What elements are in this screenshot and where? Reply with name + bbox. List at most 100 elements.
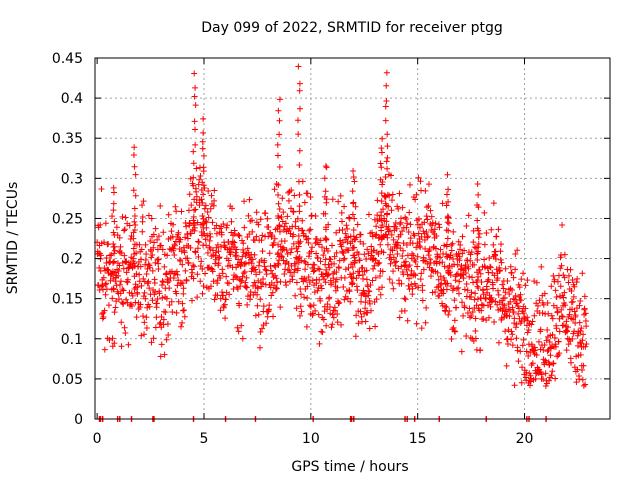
data-point xyxy=(288,262,295,269)
data-point xyxy=(513,335,520,342)
data-point xyxy=(568,288,575,295)
data-point xyxy=(429,219,436,226)
data-point xyxy=(537,346,544,353)
data-point xyxy=(315,241,322,248)
data-point xyxy=(491,319,498,326)
data-point xyxy=(439,259,446,266)
data-point xyxy=(198,196,205,203)
data-point xyxy=(111,243,118,250)
data-point xyxy=(341,274,348,281)
data-point xyxy=(308,303,315,310)
data-point xyxy=(168,228,175,235)
data-point xyxy=(477,347,484,354)
data-point xyxy=(126,222,133,229)
data-point xyxy=(321,175,328,182)
data-point xyxy=(253,209,260,216)
data-point xyxy=(425,202,432,209)
data-point xyxy=(356,257,363,264)
data-point xyxy=(415,284,422,291)
data-point xyxy=(231,239,238,246)
data-point xyxy=(192,249,199,256)
data-point xyxy=(295,178,302,185)
data-point xyxy=(432,220,439,227)
data-point xyxy=(446,307,453,314)
data-point xyxy=(428,273,435,280)
data-point xyxy=(329,321,336,328)
data-point xyxy=(314,254,321,261)
data-point xyxy=(131,218,138,225)
data-point xyxy=(103,255,110,262)
data-point xyxy=(549,368,556,375)
data-point xyxy=(317,258,324,265)
data-point xyxy=(131,226,138,233)
data-point xyxy=(183,277,190,284)
data-point xyxy=(546,338,553,345)
data-point xyxy=(350,174,357,181)
data-point xyxy=(349,280,356,287)
data-point xyxy=(416,238,423,245)
data-point xyxy=(360,240,367,247)
data-point xyxy=(156,290,163,297)
data-point xyxy=(123,269,130,276)
data-point xyxy=(245,212,252,219)
data-point xyxy=(413,191,420,198)
data-point xyxy=(518,297,525,304)
data-point xyxy=(388,172,395,179)
data-point xyxy=(202,236,209,243)
data-point xyxy=(157,203,164,210)
data-point xyxy=(159,278,166,285)
data-point xyxy=(384,191,391,198)
data-point xyxy=(304,261,311,268)
data-point xyxy=(540,376,547,383)
data-point xyxy=(274,260,281,267)
data-point xyxy=(377,160,384,167)
data-point xyxy=(397,231,404,238)
data-point xyxy=(433,260,440,267)
data-point xyxy=(180,290,187,297)
data-point xyxy=(533,279,540,286)
data-point xyxy=(320,316,327,323)
data-point xyxy=(394,251,401,258)
data-point xyxy=(179,319,186,326)
data-point xyxy=(136,278,143,285)
data-point xyxy=(239,253,246,260)
data-point xyxy=(276,131,283,138)
data-point xyxy=(301,258,308,265)
data-point xyxy=(191,70,198,77)
data-point xyxy=(561,289,568,296)
data-point xyxy=(548,283,555,290)
data-point xyxy=(192,102,199,109)
data-point xyxy=(474,257,481,264)
data-point xyxy=(522,305,529,312)
data-point xyxy=(454,261,461,268)
data-point xyxy=(251,279,258,286)
data-point xyxy=(576,302,583,309)
data-point xyxy=(341,255,348,262)
data-point xyxy=(357,308,364,315)
data-point xyxy=(481,256,488,263)
data-point xyxy=(515,358,522,365)
data-point xyxy=(494,301,501,308)
data-point xyxy=(335,300,342,307)
data-point xyxy=(255,221,262,228)
data-point xyxy=(366,300,373,307)
data-point xyxy=(309,244,316,251)
data-point xyxy=(166,301,173,308)
data-point xyxy=(181,313,188,320)
data-point xyxy=(445,264,452,271)
data-point xyxy=(331,253,338,260)
data-point xyxy=(578,340,585,347)
data-point xyxy=(204,209,211,216)
data-point xyxy=(117,243,124,250)
data-point xyxy=(275,241,282,248)
data-point xyxy=(366,288,373,295)
data-point xyxy=(102,220,109,227)
data-point xyxy=(263,320,270,327)
data-point xyxy=(390,268,397,275)
data-point xyxy=(342,230,349,237)
data-point xyxy=(384,143,391,150)
data-point xyxy=(233,252,240,259)
data-point xyxy=(165,332,172,339)
data-point xyxy=(209,219,216,226)
data-point xyxy=(362,305,369,312)
